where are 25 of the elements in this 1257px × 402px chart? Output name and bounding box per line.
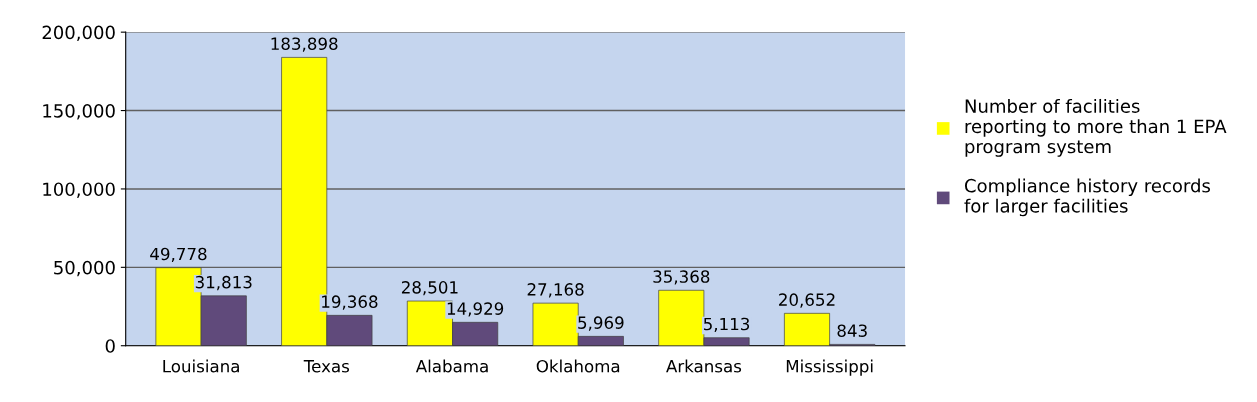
data-label: 843 [837, 324, 867, 337]
x-tick-label: Mississippi [786, 359, 873, 376]
y-tick-label: 200,000 [42, 25, 115, 42]
data-label: 35,368 [653, 270, 710, 285]
x-tick-label: Texas [303, 360, 350, 373]
y-tick-label: 100,000 [43, 182, 115, 198]
data-label: 27,168 [527, 283, 584, 298]
data-label: 20,652 [779, 293, 835, 308]
data-label: 14,929 [447, 302, 504, 317]
x-tick-label: Oklahoma [536, 359, 620, 373]
data-label: 5,113 [703, 317, 750, 333]
data-label: 5,969 [578, 316, 624, 331]
data-label: 49,778 [150, 247, 207, 262]
x-tick-label: Louisiana [163, 359, 239, 373]
y-tick-label: 150,000 [43, 104, 115, 120]
y-tick-label: 50,000 [54, 260, 115, 277]
data-label: 28,501 [401, 281, 458, 296]
legend-label: Compliance history records for larger facilities [964, 178, 1211, 217]
y-tick-label: 0 [105, 339, 115, 353]
legend-label: Number of facilities reporting to more than 1 EPA program system [965, 98, 1227, 157]
data-label: 19,368 [322, 295, 378, 310]
x-tick-label: Arkansas [666, 359, 742, 373]
data-label: 31,813 [195, 275, 252, 291]
data-label: 183,898 [271, 37, 338, 52]
x-tick-label: Alabama [415, 359, 488, 373]
